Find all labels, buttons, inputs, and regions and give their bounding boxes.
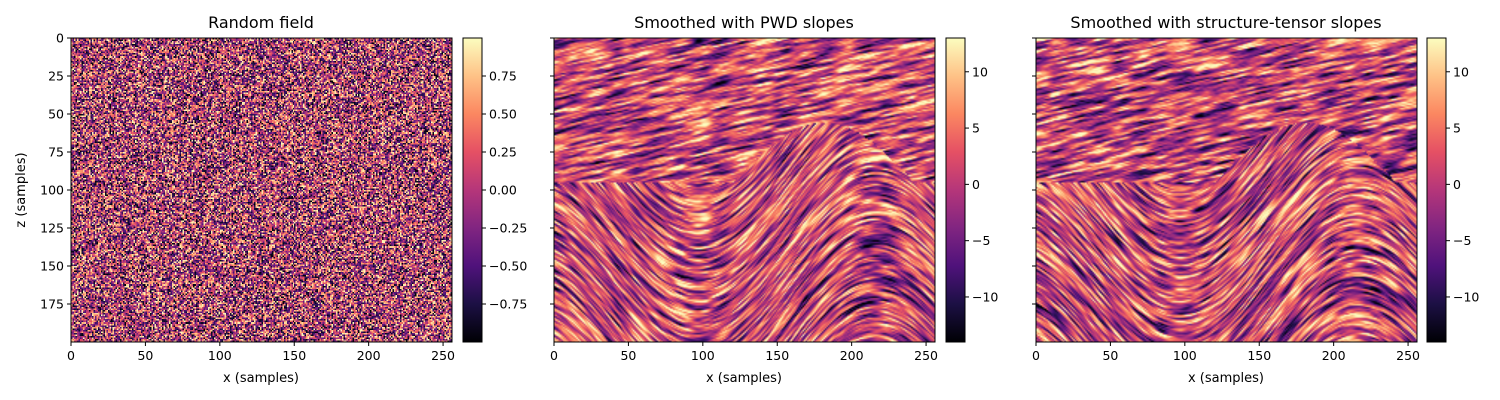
x-tick-label: 50	[137, 348, 153, 363]
colorbar-tick-label: −0.75	[489, 297, 527, 312]
heatmap-image	[1036, 38, 1417, 342]
x-tick-label: 250	[914, 348, 938, 363]
x-axis-ticks: 0 50 100 150 200 250	[1032, 342, 1420, 363]
colorbar-tick-label: −10	[1453, 289, 1479, 304]
colorbar-tick-label: 0.00	[489, 183, 517, 198]
x-tick-label: 200	[1322, 348, 1346, 363]
x-tick-label: 150	[282, 348, 306, 363]
colorbar-tick-label: −0.25	[489, 221, 527, 236]
colorbar-tick-label: 0.25	[489, 145, 517, 160]
y-tick-label: 125	[40, 221, 64, 236]
panel-structure-tensor-slopes: Smoothed with structure-tensor slopes 0 5…	[1032, 13, 1479, 386]
colorbar-tick-label: −5	[1453, 233, 1471, 248]
panel-title: Smoothed with PWD slopes	[634, 13, 854, 32]
x-tick-label: 150	[765, 348, 789, 363]
colorbar-ticks: −0.75 −0.50 −0.25 0.00 0.25 0.50 0.75	[482, 69, 527, 312]
x-tick-label: 200	[357, 348, 381, 363]
x-tick-label: 50	[1102, 348, 1118, 363]
colorbar-tick-label: −0.50	[489, 259, 527, 274]
y-axis-ticks	[550, 37, 554, 305]
heatmap-image	[554, 38, 935, 342]
colorbar	[945, 37, 966, 343]
y-tick-label: 25	[48, 69, 64, 84]
panel-title: Smoothed with structure-tensor slopes	[1070, 13, 1381, 32]
colorbar	[1426, 37, 1447, 343]
colorbar-tick-label: 0	[972, 177, 980, 192]
x-axis-ticks: 0 50 100 150 200 250	[67, 342, 455, 363]
colorbar-tick-label: 5	[972, 121, 980, 136]
y-tick-label: 0	[56, 31, 64, 46]
y-axis-label: z (samples)	[14, 152, 29, 227]
colorbar-tick-label: 0	[1453, 177, 1461, 192]
x-tick-label: 0	[550, 348, 558, 363]
x-axis-label: x (samples)	[1188, 371, 1264, 386]
x-tick-label: 50	[620, 348, 636, 363]
x-tick-label: 250	[1396, 348, 1420, 363]
y-axis-ticks	[1032, 37, 1036, 305]
x-tick-label: 0	[67, 348, 75, 363]
heatmap-image	[71, 38, 452, 342]
x-tick-label: 0	[1032, 348, 1040, 363]
x-tick-label: 100	[1173, 348, 1197, 363]
x-tick-label: 150	[1247, 348, 1271, 363]
colorbar-tick-label: 0.75	[489, 69, 517, 84]
colorbar	[462, 37, 483, 343]
x-axis-label: x (samples)	[706, 371, 782, 386]
colorbar-tick-label: −5	[972, 233, 990, 248]
panel-title: Random field	[208, 13, 314, 32]
colorbar-ticks: −10 −5 0 5 10	[1446, 64, 1479, 304]
y-tick-label: 175	[40, 297, 64, 312]
colorbar-tick-label: 5	[1453, 121, 1461, 136]
panel-random-field: Random field 0 50 100 150 200 250 0 25 50 75 100 1…	[14, 13, 527, 386]
y-tick-label: 50	[48, 107, 64, 122]
x-tick-label: 250	[431, 348, 455, 363]
y-tick-label: 100	[40, 183, 64, 198]
colorbar-ticks: −10 −5 0 5 10	[965, 64, 998, 304]
y-axis-ticks: 0 25 50 75 100 125 150 175	[40, 31, 71, 312]
x-axis-ticks: 0 50 100 150 200 250	[550, 342, 938, 363]
x-tick-label: 200	[840, 348, 864, 363]
colorbar-tick-label: 10	[1453, 64, 1469, 79]
y-tick-label: 75	[48, 145, 64, 160]
colorbar-tick-label: 0.50	[489, 107, 517, 122]
x-tick-label: 100	[691, 348, 715, 363]
panel-pwd-slopes: Smoothed with PWD slopes 0 50 100 150 200 250…	[550, 13, 998, 386]
x-tick-label: 100	[208, 348, 232, 363]
colorbar-tick-label: 10	[972, 64, 988, 79]
x-axis-label: x (samples)	[223, 371, 299, 386]
colorbar-tick-label: −10	[972, 289, 998, 304]
y-tick-label: 150	[40, 259, 64, 274]
